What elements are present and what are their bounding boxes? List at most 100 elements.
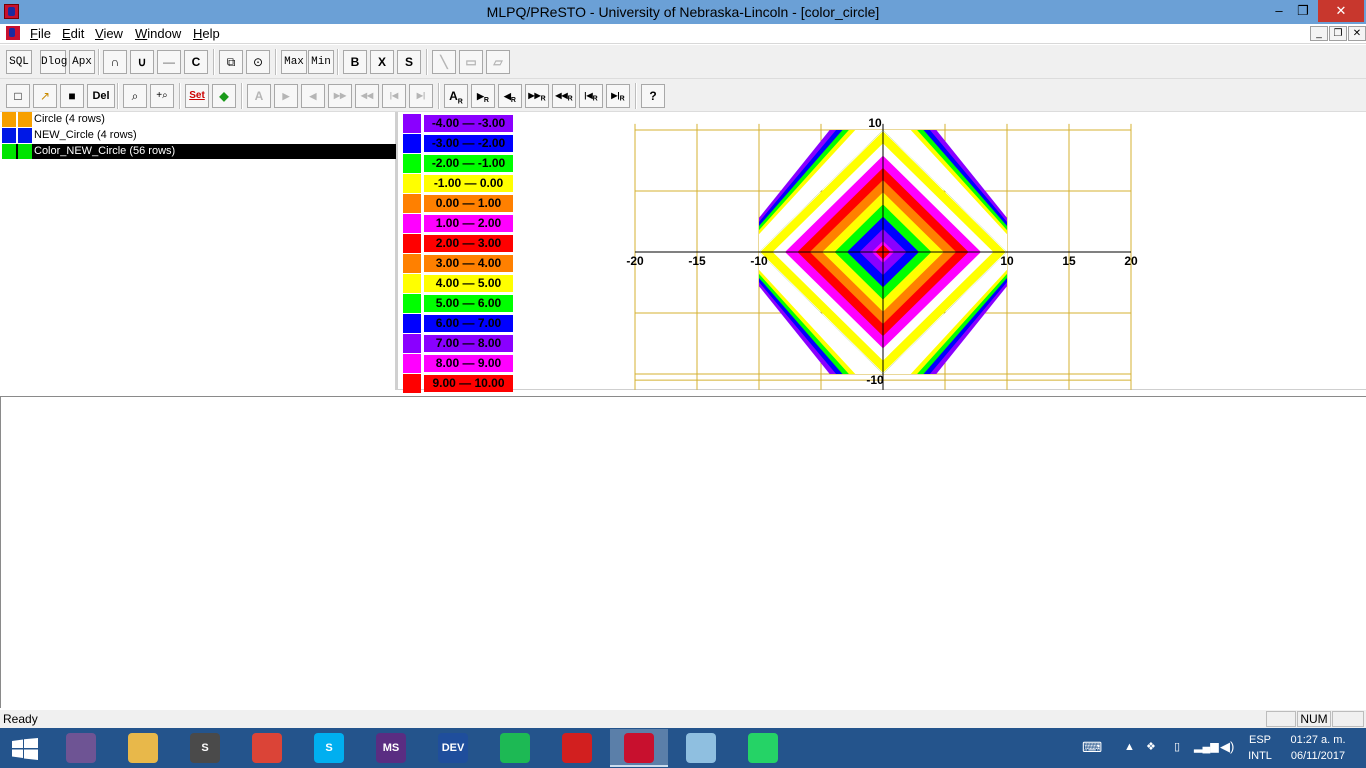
clock-time[interactable]: 01:27 a. m. — [1290, 734, 1346, 746]
max-button[interactable]: Max — [281, 50, 307, 74]
legend-swatch[interactable] — [403, 334, 421, 353]
legend-swatch[interactable] — [403, 194, 421, 213]
mdi-minimize-button[interactable]: _ — [1310, 26, 1328, 41]
output-pane[interactable] — [0, 396, 1366, 708]
legend-swatch[interactable] — [403, 114, 421, 133]
taskbar-sublime[interactable]: S — [176, 729, 234, 767]
volume-icon[interactable]: ◀) — [1220, 739, 1235, 754]
play-button[interactable]: ▶ — [274, 84, 298, 108]
legend-swatch[interactable] — [403, 214, 421, 233]
zoom-in-button[interactable]: +⌕ — [150, 84, 174, 108]
legend-item[interactable]: -4.00 — -3.00 — [403, 114, 515, 133]
menu-help[interactable]: Help — [193, 26, 220, 41]
legend-item[interactable]: -3.00 — -2.00 — [403, 134, 515, 153]
relation-color-swatch[interactable] — [2, 144, 16, 159]
taskbar-spotify[interactable] — [486, 729, 544, 767]
battery-icon[interactable]: ▯ — [1174, 741, 1181, 753]
recursive-fast-forward-button[interactable]: ▶▶R — [525, 84, 549, 108]
fast-forward-button[interactable]: ▶▶ — [328, 84, 352, 108]
buffer-button[interactable]: ⧉ — [219, 50, 243, 74]
legend-item[interactable]: 5.00 — 6.00 — [403, 294, 515, 313]
taskbar-github[interactable] — [52, 729, 110, 767]
go-start-button[interactable]: |◀ — [382, 84, 406, 108]
circle-button[interactable]: ⊙ — [246, 50, 270, 74]
document-icon[interactable] — [6, 26, 20, 40]
legend-swatch[interactable] — [403, 274, 421, 293]
help-button[interactable]: ? — [641, 84, 665, 108]
menu-edit[interactable]: Edit — [62, 26, 85, 41]
keyboard-icon[interactable]: ⌨ — [1082, 739, 1103, 755]
complement-button[interactable]: C — [184, 50, 208, 74]
difference-button[interactable]: — — [157, 50, 181, 74]
relation-item[interactable]: NEW_Circle (4 rows) — [2, 128, 396, 143]
animate-button[interactable]: A — [247, 84, 271, 108]
legend-item[interactable]: 1.00 — 2.00 — [403, 214, 515, 233]
app-icon[interactable] — [4, 4, 19, 19]
close-button[interactable]: ✕ — [1318, 0, 1364, 22]
legend-item[interactable]: 2.00 — 3.00 — [403, 234, 515, 253]
taskbar-chrome[interactable] — [238, 729, 296, 767]
legend-item[interactable]: 0.00 — 1.00 — [403, 194, 515, 213]
relation-item-selected[interactable]: Color_NEW_Circle (56 rows) — [2, 144, 396, 159]
legend-swatch[interactable] — [403, 294, 421, 313]
cross-button[interactable]: X — [370, 50, 394, 74]
legend-swatch[interactable] — [403, 254, 421, 273]
union-button[interactable]: ∪ — [130, 50, 154, 74]
legend-item[interactable]: 6.00 — 7.00 — [403, 314, 515, 333]
restore-button[interactable]: ❐ — [1297, 3, 1309, 18]
recursive-fast-rewind-button[interactable]: ◀◀R — [552, 84, 576, 108]
clock-date[interactable]: 06/11/2017 — [1290, 750, 1346, 762]
mdi-restore-button[interactable]: ❐ — [1329, 26, 1347, 41]
mdi-close-button[interactable]: ✕ — [1348, 26, 1366, 41]
relation-fill-swatch[interactable] — [18, 112, 32, 127]
windows-start-icon[interactable] — [12, 738, 38, 760]
taskbar-acrobat[interactable] — [548, 729, 606, 767]
open-folder-button[interactable]: ↗ — [33, 84, 57, 108]
legend-swatch[interactable] — [403, 314, 421, 333]
recursive-go-start-button[interactable]: |◀R — [579, 84, 603, 108]
taskbar-file-explorer[interactable] — [114, 729, 172, 767]
go-end-button[interactable]: ▶| — [409, 84, 433, 108]
legend-swatch[interactable] — [403, 234, 421, 253]
set-color-button[interactable]: Set — [185, 84, 209, 108]
menu-view[interactable]: View — [95, 26, 123, 41]
recursive-play-back-button[interactable]: ◀R — [498, 84, 522, 108]
legend-item[interactable]: 4.00 — 5.00 — [403, 274, 515, 293]
legend-swatch[interactable] — [403, 134, 421, 153]
polygon-button[interactable]: ▱ — [486, 50, 510, 74]
taskbar-whatsapp[interactable] — [734, 729, 792, 767]
new-file-button[interactable]: □ — [6, 84, 30, 108]
network-icon[interactable]: ▂▄▆ — [1194, 741, 1219, 753]
block-button[interactable]: B — [343, 50, 367, 74]
show-hidden-icons[interactable]: ▲ — [1124, 741, 1135, 753]
color-palette-button[interactable]: ◆ — [212, 84, 236, 108]
min-button[interactable]: Min — [308, 50, 334, 74]
s-button[interactable]: S — [397, 50, 421, 74]
line-button[interactable]: ╲ — [432, 50, 456, 74]
zoom-out-button[interactable]: ⌕ — [123, 84, 147, 108]
relation-fill-swatch[interactable] — [18, 128, 32, 143]
delete-button[interactable]: Del — [87, 84, 115, 108]
menu-window[interactable]: Window — [135, 26, 182, 41]
legend-swatch[interactable] — [403, 354, 421, 373]
legend-swatch[interactable] — [403, 154, 421, 173]
legend-item[interactable]: -1.00 — 0.00 — [403, 174, 515, 193]
menu-file[interactable]: File — [30, 26, 51, 41]
rectangle-button[interactable]: ▭ — [459, 50, 483, 74]
relation-color-swatch[interactable] — [2, 112, 16, 127]
taskbar-dev-cpp[interactable]: DEV — [424, 729, 482, 767]
relation-color-swatch[interactable] — [2, 128, 16, 143]
legend-swatch[interactable] — [403, 174, 421, 193]
color-circle-plot[interactable]: -20 -15 -10 10 15 20 10 -10 — [600, 112, 1160, 390]
keyboard-layout[interactable]: INTL — [1248, 750, 1272, 762]
save-button[interactable]: ■ — [60, 84, 84, 108]
recursive-go-end-button[interactable]: ▶|R — [606, 84, 630, 108]
approximation-button[interactable]: Apx — [69, 50, 95, 74]
legend-item[interactable]: 8.00 — 9.00 — [403, 354, 515, 373]
legend-item[interactable]: -2.00 — -1.00 — [403, 154, 515, 173]
recursive-play-button[interactable]: ▶R — [471, 84, 495, 108]
relation-fill-swatch[interactable] — [18, 144, 32, 159]
intersection-button[interactable]: ∩ — [103, 50, 127, 74]
recursive-animate-button[interactable]: AR — [444, 84, 468, 108]
legend-item[interactable]: 9.00 — 10.00 — [403, 374, 515, 393]
